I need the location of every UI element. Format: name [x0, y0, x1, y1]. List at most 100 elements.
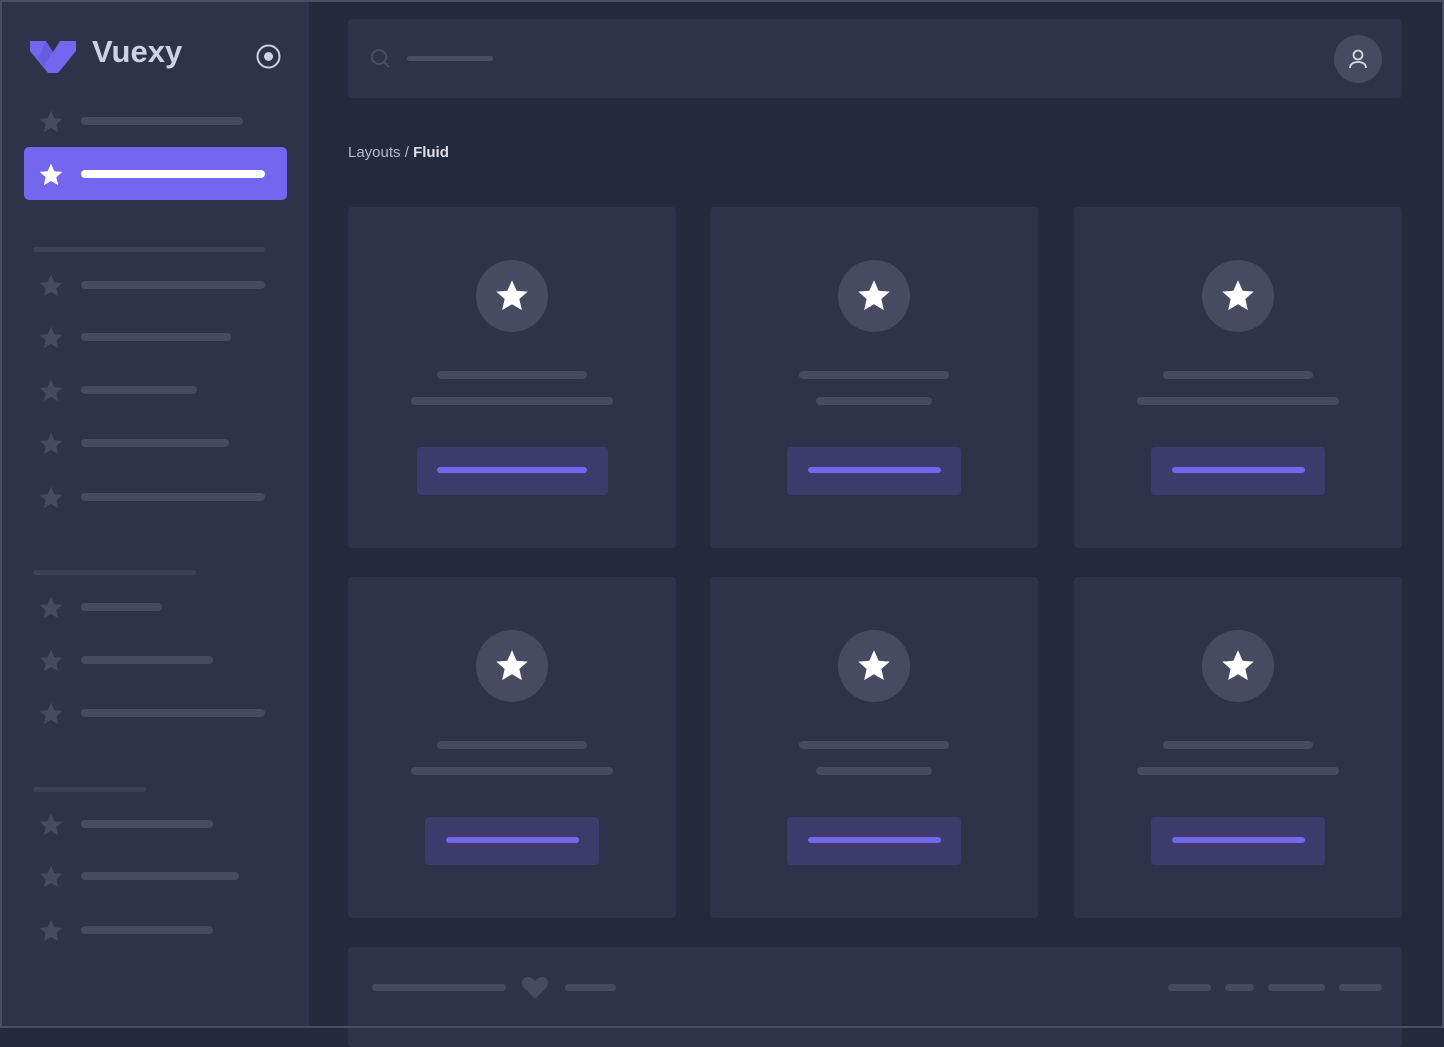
search-input[interactable]	[407, 56, 493, 61]
card-title	[799, 741, 949, 749]
vuexy-logo-icon	[30, 41, 76, 73]
star-icon	[39, 379, 63, 402]
sidebar-item[interactable]	[24, 315, 287, 359]
card-icon-circle	[476, 630, 548, 702]
star-icon	[39, 649, 63, 672]
card-subtitle	[1137, 397, 1339, 405]
card-title	[1163, 371, 1313, 379]
sidebar-item[interactable]	[24, 421, 287, 465]
sidebar-item[interactable]	[24, 263, 287, 307]
footer-link[interactable]	[1225, 984, 1254, 991]
footer-text	[372, 984, 506, 991]
card-title	[437, 371, 587, 379]
card-button[interactable]	[1151, 817, 1325, 865]
card	[348, 207, 676, 548]
star-icon	[1222, 650, 1254, 681]
card-button-label	[807, 467, 941, 473]
sidebar-item-label	[81, 170, 265, 178]
star-icon	[858, 650, 890, 681]
sidebar-item[interactable]	[24, 475, 287, 519]
star-icon	[39, 813, 63, 836]
sidebar-item[interactable]	[24, 908, 287, 952]
card	[1074, 207, 1402, 548]
sidebar-item[interactable]	[24, 854, 287, 898]
star-icon	[496, 280, 528, 311]
card-button[interactable]	[425, 817, 599, 865]
sidebar-item[interactable]	[24, 691, 287, 735]
card-icon-circle	[1202, 630, 1274, 702]
sidebar: Vuexy	[0, 0, 309, 1028]
card-subtitle	[816, 767, 932, 775]
footer-link[interactable]	[1168, 984, 1211, 991]
card-subtitle	[816, 397, 932, 405]
card-button-label	[1171, 467, 1305, 473]
card-button[interactable]	[416, 447, 608, 495]
star-icon	[1222, 280, 1254, 311]
card-icon-circle	[476, 260, 548, 332]
sidebar-item-label	[81, 386, 197, 394]
card	[710, 577, 1038, 918]
footer-link[interactable]	[1339, 984, 1382, 991]
sidebar-item-label	[81, 333, 231, 341]
star-icon	[39, 163, 63, 186]
footer-text	[565, 984, 616, 991]
card-button[interactable]	[1151, 447, 1325, 495]
card-subtitle	[411, 397, 613, 405]
sidebar-item-label	[81, 281, 265, 289]
sidebar-item-label	[81, 117, 243, 125]
heart-icon	[521, 977, 549, 999]
star-icon	[496, 650, 528, 681]
card-title	[437, 741, 587, 749]
sidebar-item-label	[81, 656, 213, 664]
sidebar-item-label	[81, 493, 265, 501]
card	[348, 577, 676, 918]
brand-name: Vuexy	[92, 34, 183, 69]
star-icon	[39, 110, 63, 133]
card	[710, 207, 1038, 548]
card-subtitle	[411, 767, 613, 775]
breadcrumb-parent[interactable]: Layouts	[348, 144, 401, 161]
sidebar-section-header	[33, 247, 265, 252]
star-icon	[39, 326, 63, 349]
star-icon	[39, 919, 63, 942]
sidebar-item-label	[81, 709, 265, 717]
card-button-label	[1171, 837, 1305, 843]
sidebar-section-header	[33, 787, 146, 792]
card-title	[1163, 741, 1313, 749]
card-button[interactable]	[787, 447, 961, 495]
star-icon	[39, 596, 63, 619]
footer-link[interactable]	[1268, 984, 1325, 991]
sidebar-item[interactable]	[24, 802, 287, 846]
sidebar-item[interactable]	[24, 585, 287, 629]
sidebar-item[interactable]	[24, 152, 287, 196]
search-icon[interactable]	[370, 48, 392, 70]
sidebar-section-header	[33, 570, 196, 575]
breadcrumb-separator: /	[400, 144, 414, 161]
star-icon	[39, 432, 63, 455]
sidebar-item[interactable]	[24, 638, 287, 682]
sidebar-item[interactable]	[24, 99, 287, 143]
card-subtitle	[1137, 767, 1339, 775]
star-icon	[39, 274, 63, 297]
breadcrumb-current: Fluid	[413, 144, 449, 161]
card-icon-circle	[1202, 260, 1274, 332]
breadcrumb: Layouts / Fluid	[348, 144, 449, 161]
top-navbar	[348, 19, 1402, 98]
star-icon	[39, 702, 63, 725]
card-button-label	[445, 837, 579, 843]
card-button[interactable]	[787, 817, 961, 865]
card-title	[799, 371, 949, 379]
card-icon-circle	[838, 630, 910, 702]
sidebar-item-label	[81, 603, 162, 611]
sidebar-item[interactable]	[24, 368, 287, 412]
sidebar-item-label	[81, 439, 229, 447]
sidebar-item-label	[81, 926, 213, 934]
star-icon	[39, 486, 63, 509]
avatar[interactable]	[1334, 35, 1382, 83]
card-icon-circle	[838, 260, 910, 332]
radio-circle-icon[interactable]	[256, 44, 281, 69]
footer	[348, 947, 1402, 1047]
star-icon	[858, 280, 890, 311]
user-icon	[1349, 49, 1367, 69]
star-icon	[39, 865, 63, 888]
